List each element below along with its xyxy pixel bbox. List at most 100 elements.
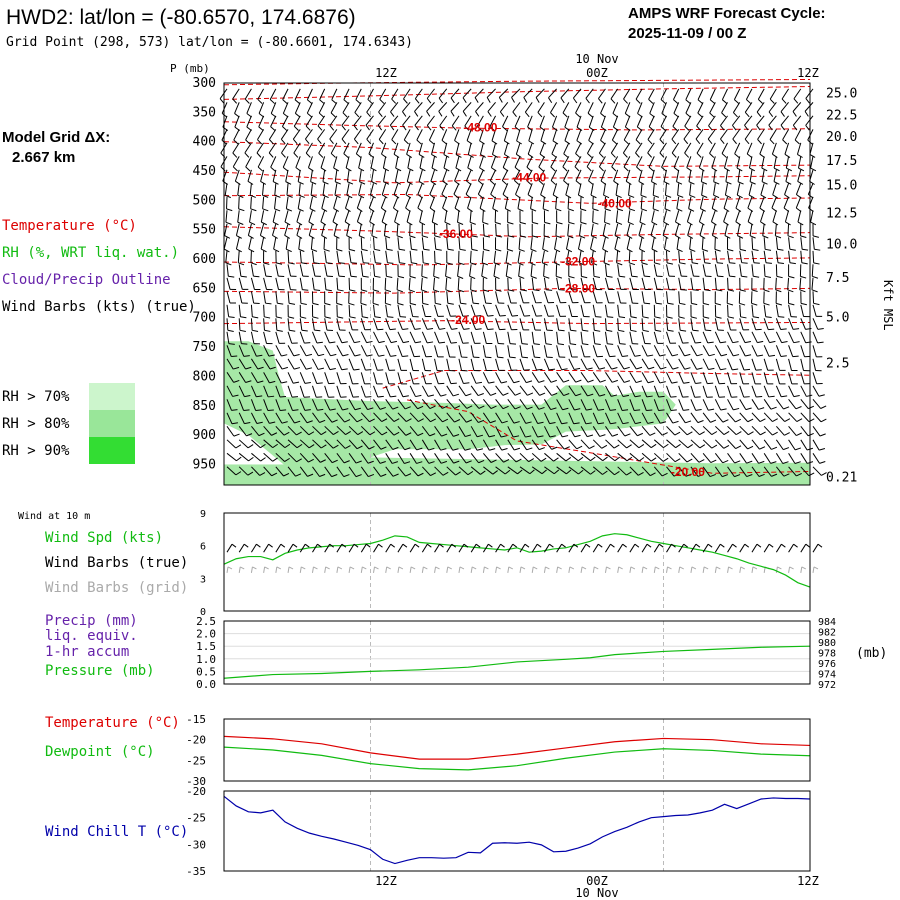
- wind-barb-staff: [702, 358, 709, 370]
- wind10-barb-true-flag: [597, 543, 603, 548]
- wind-barb-staff: [812, 372, 818, 384]
- wind-barb-staff: [310, 237, 313, 250]
- wind-barb-flag: [720, 138, 725, 145]
- wind-barb-staff: [373, 425, 383, 436]
- wind-barb-staff: [812, 237, 815, 250]
- wind-barb-staff: [409, 399, 418, 410]
- wind-barb-staff: [268, 129, 277, 140]
- wind-barb-flag: [499, 111, 505, 117]
- wind-barb-flag: [480, 470, 486, 475]
- wind-barb-flag: [429, 405, 436, 410]
- wind-barb-flag: [284, 234, 291, 239]
- wind-barb-flag: [753, 275, 760, 278]
- pressure-tick-978: 978: [818, 649, 836, 660]
- wind-barb-staff: [385, 425, 395, 436]
- wind-barb-staff: [409, 331, 416, 343]
- wind-barb-flag: [392, 406, 399, 410]
- wind-barb-flag: [314, 289, 321, 291]
- wind10-barb-true: [568, 543, 575, 553]
- wind-barb-staff: [311, 331, 318, 344]
- wind-barb-flag: [308, 234, 315, 239]
- wind-barb-staff: [457, 264, 460, 277]
- wind-barb-staff: [623, 88, 631, 100]
- wind-barb-flag: [636, 166, 642, 172]
- wind-barb-staff: [360, 453, 369, 464]
- wind-barb-flag: [792, 355, 799, 358]
- pressure-tick-labels: 3003504004505005506006507007508008509009…: [193, 76, 216, 472]
- wind-barb-staff: [258, 115, 265, 128]
- wind-barb-staff: [234, 115, 240, 128]
- wind-barb-staff: [739, 385, 745, 398]
- wind-barb-flag: [749, 181, 756, 185]
- wind-barb-staff: [612, 102, 619, 114]
- wind-barb-flag: [760, 431, 766, 436]
- wind-barb-flag: [459, 235, 466, 238]
- wind-barb-staff: [409, 385, 416, 397]
- wind-barb-flag: [296, 221, 303, 226]
- wind10-barb-true-flag: [353, 543, 359, 548]
- model-grid-label: Model Grid ΔX:: [2, 129, 110, 146]
- wind-barb-flag: [399, 262, 406, 265]
- wind-barb-flag: [749, 167, 756, 172]
- wind-barb-staff: [720, 115, 728, 126]
- wind-barb-flag: [344, 419, 351, 423]
- wind-barb-flag: [389, 124, 395, 131]
- wind-barb-staff: [617, 345, 623, 357]
- wind-barb-flag: [400, 316, 407, 318]
- wind-barb-flag: [399, 248, 406, 251]
- wind-barb-staff: [812, 331, 819, 344]
- wind-barb-staff: [380, 196, 387, 209]
- wind-barb-flag: [551, 392, 558, 396]
- wind-barb-flag: [651, 221, 658, 226]
- dewpoint-series: [223, 746, 811, 771]
- wind-barb-staff: [538, 156, 545, 168]
- wind10-barb-grid: [580, 566, 583, 573]
- wind-barb-staff: [638, 169, 643, 182]
- wind-barb-flag: [236, 456, 242, 462]
- wind-barb-flag: [683, 381, 690, 384]
- wind-barb-flag: [551, 446, 558, 450]
- wind10-barb-grid-flag: [691, 566, 697, 570]
- wind-barb-flag: [602, 456, 608, 462]
- wind-barb-flag: [630, 316, 637, 319]
- wind-barb-flag: [407, 181, 413, 185]
- wind-barb-flag: [445, 289, 452, 293]
- wind-barb-staff: [348, 385, 354, 398]
- wind-barb-staff: [342, 102, 350, 113]
- wind-barb-flag: [390, 395, 397, 398]
- wind-barb-flag: [715, 302, 722, 306]
- wind-barb-staff: [247, 169, 252, 182]
- wind-barb-staff: [421, 345, 427, 357]
- wind-barb-flag: [609, 355, 616, 358]
- wind-barb-staff: [293, 115, 301, 127]
- wind-barb-staff: [312, 345, 319, 357]
- wind-barb-flag: [575, 180, 581, 185]
- wind-barb-staff: [784, 142, 790, 155]
- wind-barb-staff: [647, 129, 655, 140]
- wind-barb-staff: [714, 331, 721, 343]
- wind-barb-staff: [556, 385, 565, 396]
- wind-barb-flag: [360, 302, 367, 306]
- wind-barb-staff: [495, 318, 500, 330]
- wind-barb-staff: [540, 129, 545, 141]
- wind-barb-staff: [248, 237, 252, 250]
- wind-barb-flag: [524, 111, 530, 118]
- wind-barb-flag: [296, 443, 303, 449]
- wind-barb-staff: [519, 466, 531, 475]
- wind-barb-flag: [638, 180, 645, 185]
- wind-barb-staff: [638, 223, 643, 236]
- wind-barb-staff: [800, 318, 806, 330]
- wind-barb-staff: [775, 385, 782, 398]
- wind-barb-flag: [805, 125, 810, 131]
- wind-barb-flag: [612, 139, 618, 145]
- wind-barb-flag: [441, 433, 448, 437]
- rh-swatch-70: [89, 383, 135, 410]
- wind-barb-flag: [514, 166, 521, 172]
- pressure-tick-950: 950: [193, 457, 216, 472]
- wind-barb-flag: [611, 366, 618, 370]
- wind-barb-flag: [272, 443, 278, 449]
- wind-barb-staff: [751, 453, 759, 464]
- wind-barb-flag: [514, 126, 521, 131]
- wind-barb-staff: [605, 466, 615, 476]
- wind-barb-staff: [250, 304, 253, 317]
